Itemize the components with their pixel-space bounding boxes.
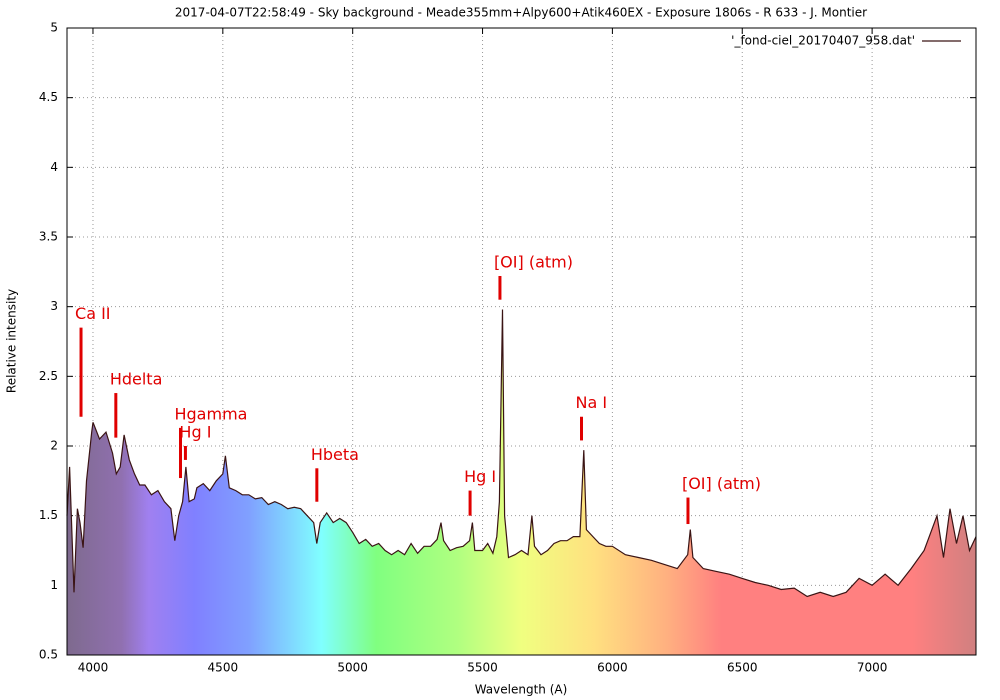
- annotation-label: Ca II: [75, 304, 111, 323]
- annotation-label: Hdelta: [110, 370, 163, 389]
- y-tick-label: 5: [50, 21, 58, 35]
- x-tick-label: 6500: [727, 661, 758, 675]
- y-tick-label: 2: [50, 439, 58, 453]
- annotation-label: Hg I: [464, 467, 496, 486]
- chart-title: 2017-04-07T22:58:49 - Sky background - M…: [175, 6, 867, 20]
- x-tick-label: 6000: [597, 661, 628, 675]
- annotation-label: Na I: [575, 393, 607, 412]
- y-tick-label: 3: [50, 299, 58, 313]
- y-axis-label: Relative intensity: [5, 289, 19, 393]
- annotation-label: [OI] (atm): [682, 474, 761, 493]
- annotation-label: Hgamma: [174, 404, 247, 423]
- x-axis-label: Wavelength (A): [475, 683, 568, 697]
- annotation-label: Hg I: [179, 423, 211, 442]
- y-tick-label: 1.5: [39, 508, 58, 522]
- y-tick-label: 2.5: [39, 369, 58, 383]
- spectrum-area: [67, 309, 976, 655]
- x-tick-label: 5500: [467, 661, 498, 675]
- annotation-label: Hbeta: [311, 445, 359, 464]
- y-tick-label: 1: [50, 578, 58, 592]
- spectrum-line: [66, 309, 977, 598]
- plot-frame: [66, 27, 977, 656]
- x-tick-label: 4000: [78, 661, 109, 675]
- y-tick-label: 3.5: [39, 230, 58, 244]
- legend-label: '_fond-ciel_20170407_958.dat': [731, 34, 915, 48]
- x-tick-label: 5000: [337, 661, 368, 675]
- x-tick-label: 7000: [857, 661, 888, 675]
- y-tick-label: 4.5: [39, 90, 58, 104]
- y-tick-label: 4: [50, 160, 58, 174]
- x-tick-label: 4500: [208, 661, 239, 675]
- y-tick-label: 0.5: [39, 648, 58, 662]
- annotation-label: [OI] (atm): [494, 253, 573, 272]
